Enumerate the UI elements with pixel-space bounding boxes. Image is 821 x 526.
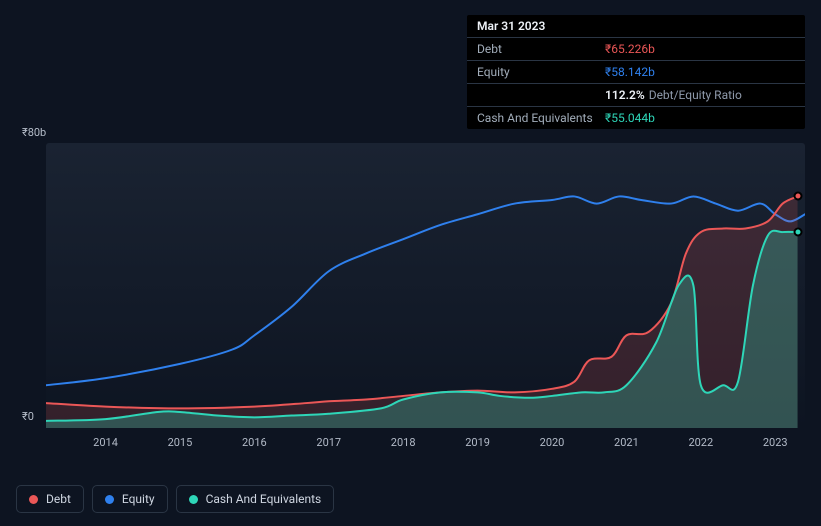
x-tick-label: 2021 xyxy=(614,436,639,449)
legend-label: Equity xyxy=(122,492,155,506)
legend-item-debt[interactable]: Debt xyxy=(16,485,84,513)
y-tick-label: ₹0 xyxy=(22,410,34,423)
legend-label: Debt xyxy=(46,492,71,506)
legend-dot-icon xyxy=(189,495,198,504)
tooltip-value: ₹55.044b xyxy=(605,111,655,125)
tooltip-label: Cash And Equivalents xyxy=(477,111,605,125)
x-axis: 2014 2015 2016 2017 2018 2019 2020 2021 2022 2023 xyxy=(46,432,805,452)
tooltip-value: ₹58.142b xyxy=(605,65,655,79)
legend-item-equity[interactable]: Equity xyxy=(92,485,168,513)
tooltip-label xyxy=(477,88,605,102)
end-dot-cash xyxy=(793,228,802,237)
tooltip-label: Equity xyxy=(477,65,605,79)
x-tick-label: 2022 xyxy=(688,436,713,449)
x-tick-label: 2018 xyxy=(391,436,416,449)
legend-dot-icon xyxy=(105,495,114,504)
tooltip-ratio: 112.2% xyxy=(605,88,645,102)
tooltip-row-equity: Equity ₹58.142b xyxy=(467,61,805,84)
tooltip-label: Debt xyxy=(477,42,605,56)
y-tick-label: ₹80b xyxy=(22,126,46,139)
x-tick-label: 2020 xyxy=(540,436,565,449)
end-dot-debt xyxy=(793,192,802,201)
legend-label: Cash And Equivalents xyxy=(206,492,322,506)
chart-area[interactable]: ₹80b ₹0 20142015201620172018201920202021… xyxy=(16,120,805,440)
chart-svg xyxy=(46,143,805,428)
plot-region[interactable] xyxy=(46,143,805,428)
x-tick-label: 2023 xyxy=(763,436,788,449)
x-tick-label: 2015 xyxy=(168,436,193,449)
tooltip-row-cash: Cash And Equivalents ₹55.044b xyxy=(467,107,805,129)
y-axis: ₹80b ₹0 xyxy=(16,120,46,425)
x-tick-label: 2019 xyxy=(465,436,490,449)
x-tick-label: 2017 xyxy=(316,436,341,449)
tooltip-row-debt: Debt ₹65.226b xyxy=(467,38,805,61)
tooltip-value: ₹65.226b xyxy=(605,42,655,56)
x-tick-label: 2016 xyxy=(242,436,267,449)
chart-legend: Debt Equity Cash And Equivalents xyxy=(16,485,334,513)
legend-item-cash[interactable]: Cash And Equivalents xyxy=(176,485,335,513)
hover-tooltip: Mar 31 2023 Debt ₹65.226b Equity ₹58.142… xyxy=(467,15,805,129)
tooltip-row-ratio: 112.2% Debt/Equity Ratio xyxy=(467,84,805,107)
tooltip-ratio-label: Debt/Equity Ratio xyxy=(649,88,742,102)
x-tick-label: 2014 xyxy=(93,436,118,449)
legend-dot-icon xyxy=(29,495,38,504)
tooltip-date: Mar 31 2023 xyxy=(467,15,805,38)
